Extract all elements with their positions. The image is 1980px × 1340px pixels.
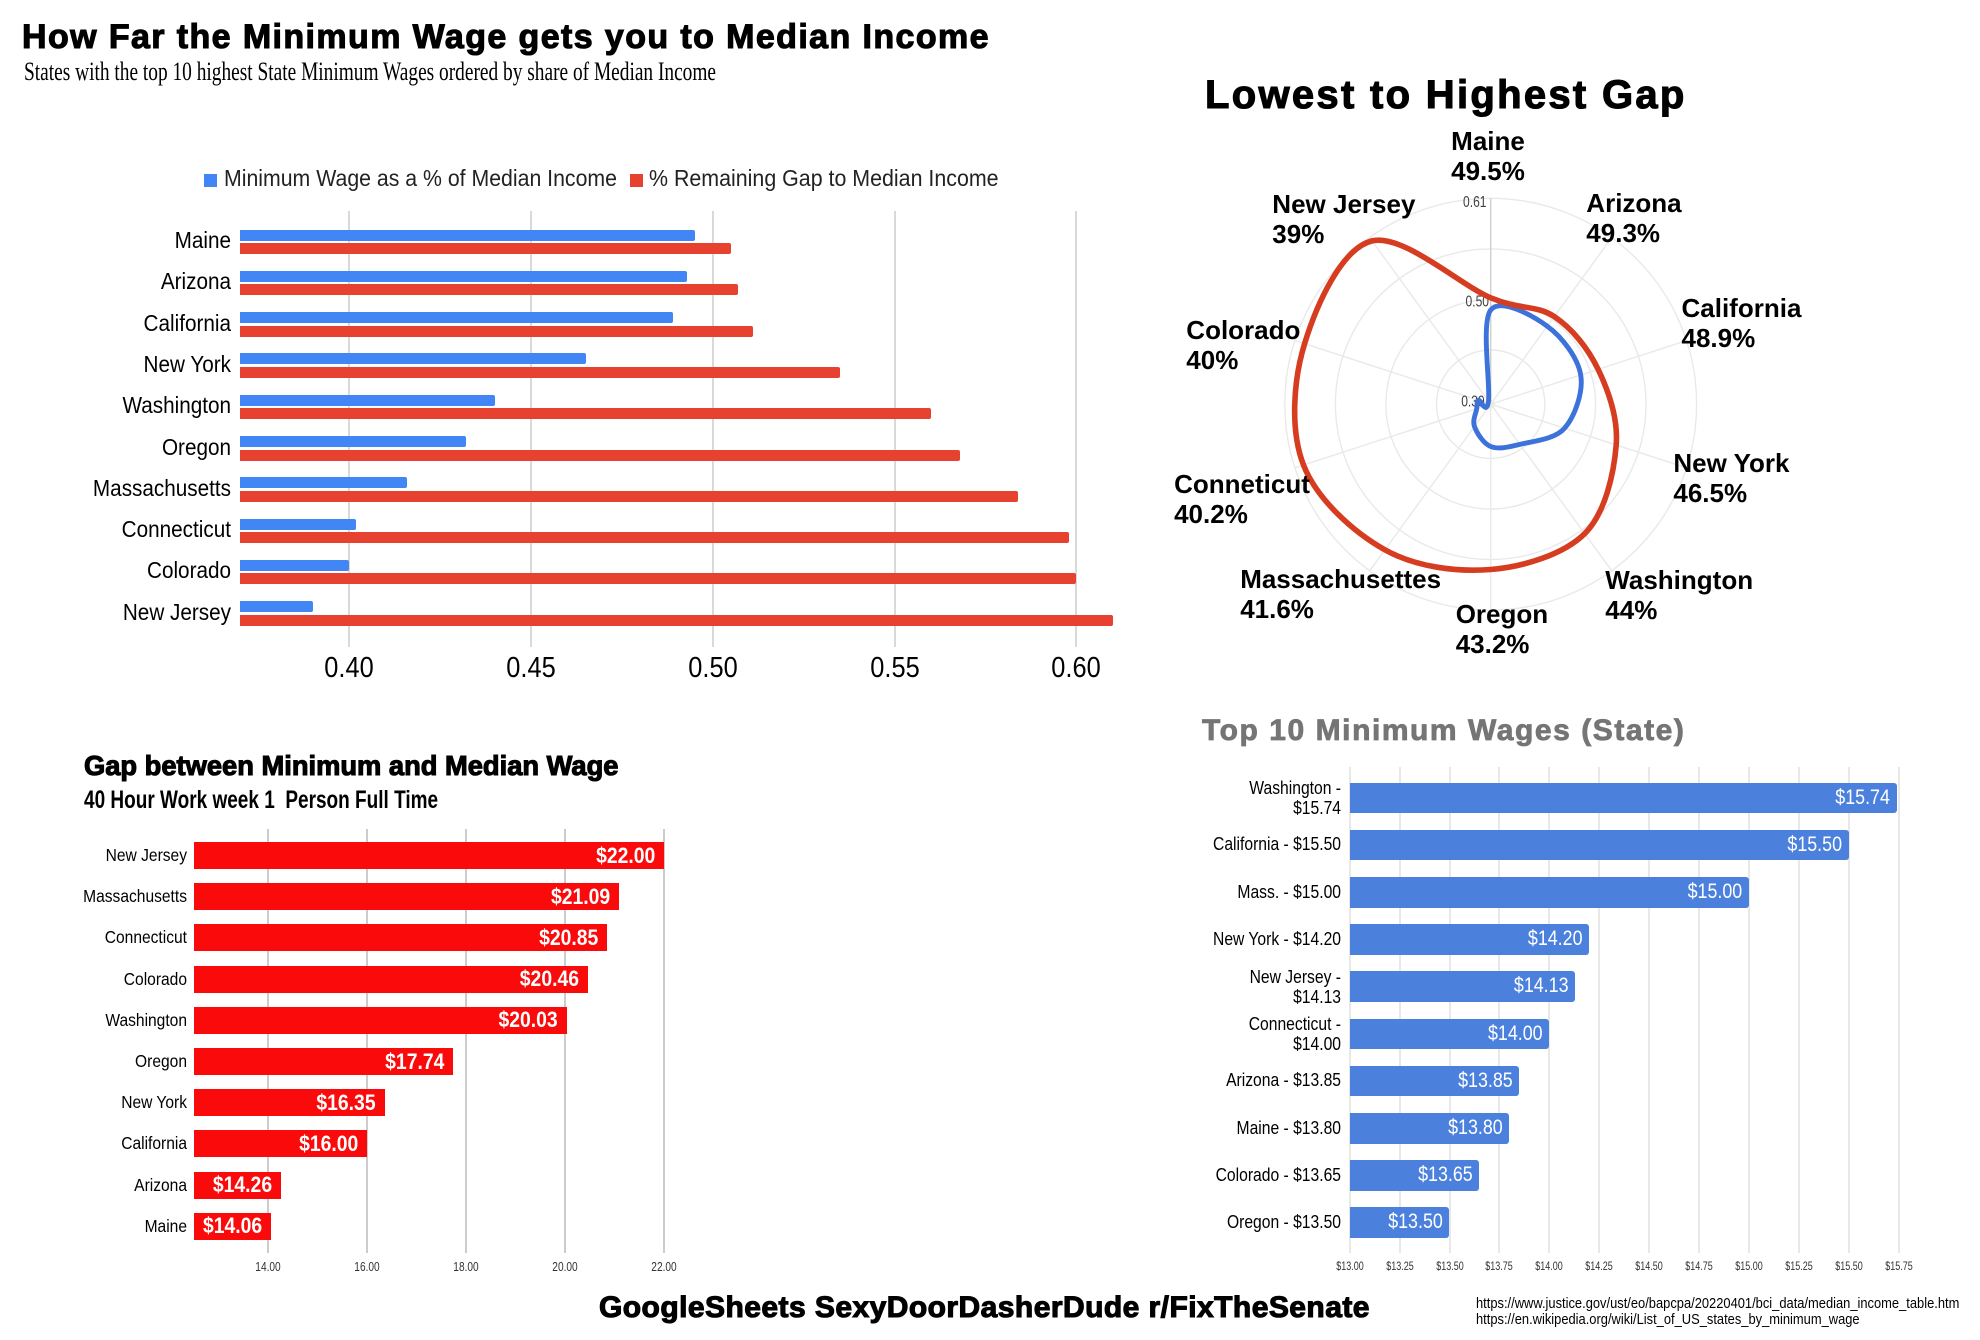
svg-text:0.61: 0.61: [1463, 194, 1487, 211]
svg-text:0.50: 0.50: [1466, 294, 1490, 311]
